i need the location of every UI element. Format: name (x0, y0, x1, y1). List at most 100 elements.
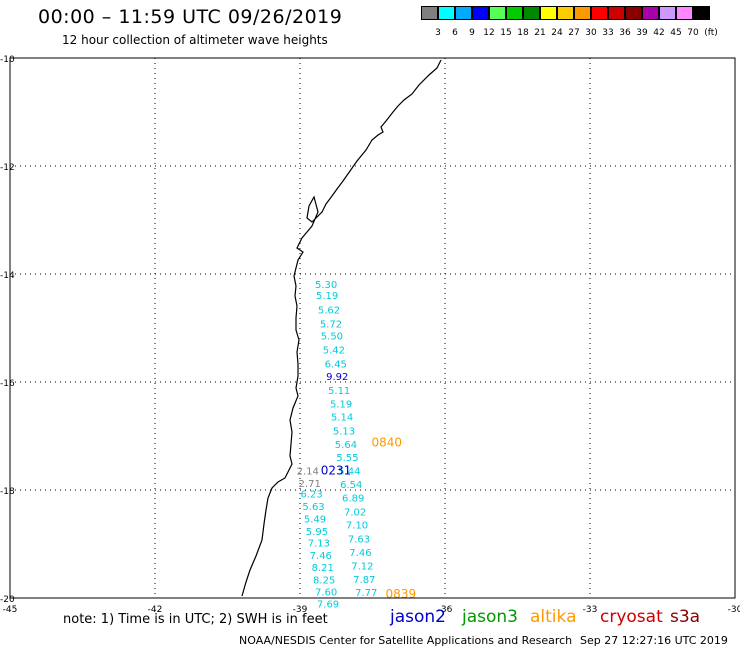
color-swatch (506, 6, 523, 20)
pass-time-label: 0839 (386, 587, 417, 601)
map-frame (9, 57, 736, 599)
wave-height-label: 7.46 (310, 551, 332, 562)
color-scale-tick: 45 (670, 28, 682, 38)
color-swatch (659, 6, 676, 20)
color-scale-tick: 18 (517, 28, 529, 38)
wave-height-label: 5.44 (338, 466, 360, 477)
wave-height-label: 5.30 (315, 280, 337, 291)
color-scale-tick: 12 (483, 28, 495, 38)
wave-height-label: 7.46 (349, 548, 371, 559)
wave-height-label: 8.25 (313, 575, 335, 586)
color-scale-tick: 30 (585, 28, 597, 38)
wave-height-label: 5.95 (306, 527, 328, 538)
footer-credit: NOAA/NESDIS Center for Satellite Applica… (239, 634, 573, 647)
lon-tick-label: -30 (728, 605, 740, 615)
page-subtitle: 12 hour collection of altimeter wave hei… (62, 33, 328, 47)
color-swatch (489, 6, 506, 20)
wave-height-label: 5.55 (336, 453, 358, 464)
lat-tick-label: -16 (0, 379, 15, 389)
wave-height-label: 5.49 (304, 514, 326, 525)
page-title: 00:00 – 11:59 UTC 09/26/2019 (38, 6, 343, 28)
wave-height-label: 7.87 (353, 575, 375, 586)
coastline (241, 59, 442, 597)
wave-height-label: 6.45 (325, 359, 347, 370)
color-swatch (523, 6, 540, 20)
color-scale-tick: 33 (602, 28, 614, 38)
wave-height-label: 7.02 (344, 507, 366, 518)
wave-height-label: 5.63 (302, 502, 324, 513)
color-swatch (574, 6, 591, 20)
wave-height-label: 8.21 (312, 563, 334, 574)
lat-tick-label: -20 (0, 595, 15, 605)
wave-height-label: 5.42 (323, 345, 345, 356)
color-swatch (472, 6, 489, 20)
lon-tick-label: -45 (3, 605, 18, 615)
color-scale-tick: 42 (653, 28, 665, 38)
legend-satellite-cryosat: cryosat (600, 607, 663, 627)
color-scale-tick: 6 (452, 28, 458, 38)
lat-tick-label: -14 (0, 271, 15, 281)
color-swatch (693, 6, 710, 20)
lat-tick-label: -10 (0, 55, 15, 65)
color-swatch (455, 6, 472, 20)
color-swatch (557, 6, 574, 20)
color-swatch (591, 6, 608, 20)
wave-height-label: 9.92 (326, 372, 348, 383)
color-swatch (676, 6, 693, 20)
wave-height-label: 5.50 (321, 331, 343, 342)
legend-satellite-altika: altika (530, 607, 577, 627)
color-scale-tick: 70 (687, 28, 699, 38)
wave-height-label: 5.13 (333, 426, 355, 437)
wave-height-label: 6.89 (342, 493, 364, 504)
color-scale-tick: 39 (636, 28, 648, 38)
wave-height-label: 2.14 (297, 466, 319, 477)
color-scale-tick: 9 (469, 28, 475, 38)
color-swatch (642, 6, 659, 20)
wave-height-label: 5.72 (320, 319, 342, 330)
legend-satellite-jason3: jason3 (462, 607, 518, 627)
color-scale-tick: 24 (551, 28, 563, 38)
lon-tick-label: -36 (438, 605, 453, 615)
color-swatch (608, 6, 625, 20)
lat-tick-label: -12 (0, 163, 15, 173)
lat-tick-label: -18 (0, 487, 15, 497)
color-scale-tick: 36 (619, 28, 631, 38)
pass-time-label: 0840 (372, 435, 403, 449)
wave-height-label: 7.69 (317, 600, 339, 611)
wave-height-label: 7.60 (315, 587, 337, 598)
pass-time-label: 0231 (321, 463, 352, 477)
wave-height-label: 7.10 (346, 520, 368, 531)
wave-height-label: 5.14 (331, 412, 353, 423)
lon-tick-label: -33 (583, 605, 598, 615)
color-swatch (625, 6, 642, 20)
wave-height-labels: 5.305.195.625.725.505.426.459.925.115.19… (297, 280, 416, 611)
lon-tick-label: -39 (293, 605, 308, 615)
wave-height-label: 5.62 (318, 305, 340, 316)
color-swatch (438, 6, 455, 20)
wave-height-label: 7.63 (348, 534, 370, 545)
color-scale-tick: 3 (435, 28, 441, 38)
color-scale-unit: (ft) (704, 28, 718, 38)
wave-height-label: 5.64 (335, 440, 357, 451)
wave-height-label: 7.13 (308, 539, 330, 550)
color-scale-tick: 21 (534, 28, 546, 38)
wave-height-label: 2.71 (299, 479, 321, 490)
wave-height-label: 6.54 (340, 480, 362, 491)
legend-note: note: 1) Time is in UTC; 2) SWH is in fe… (63, 612, 328, 627)
color-swatch (421, 6, 438, 20)
wave-height-label: 5.19 (316, 291, 338, 302)
wave-height-label: 5.11 (328, 386, 350, 397)
wave-height-label: 7.77 (355, 588, 377, 599)
wave-height-label: 7.12 (351, 561, 373, 572)
legend-satellite-s3a: s3a (670, 607, 701, 627)
color-scale-tick: 15 (500, 28, 512, 38)
wave-height-label: 6.23 (300, 490, 322, 501)
color-scale-tick: 27 (568, 28, 580, 38)
color-swatch (540, 6, 557, 20)
legend-satellite-jason2: jason2 (390, 607, 446, 627)
graticule: -10 -12 -14 -16 -18 -20-45 -42 -39 -36 -33 -30 (0, 55, 740, 615)
wave-height-label: 5.19 (330, 399, 352, 410)
footer-timestamp: Sep 27 12:27:16 UTC 2019 (580, 634, 728, 647)
lon-tick-label: -42 (148, 605, 163, 615)
